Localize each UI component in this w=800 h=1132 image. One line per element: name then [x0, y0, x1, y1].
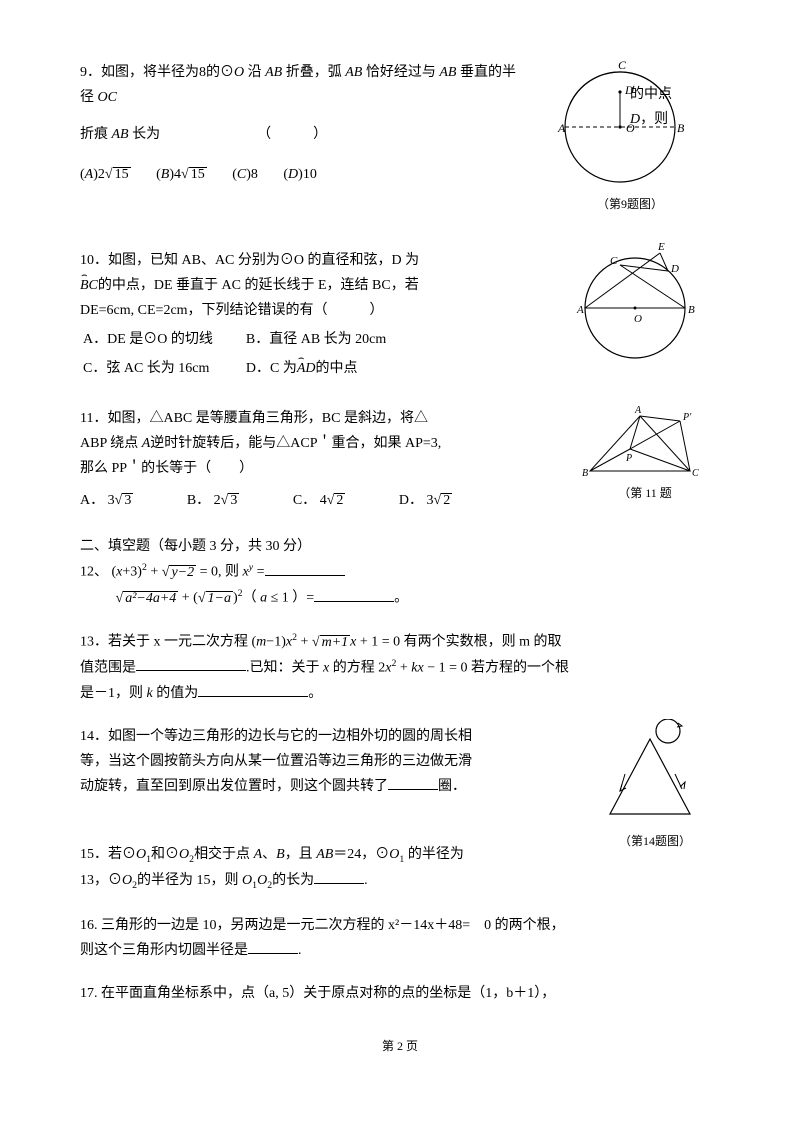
q13-num: 13	[80, 635, 94, 650]
question-13: 13．若关于 x 一元二次方程 (m−1)x2 + m+1x + 1 = 0 有…	[80, 629, 720, 706]
exam-page: A B C D O （第9题图） 9．如图，将半径为8的⊙O 沿 AB 折叠，弧…	[80, 60, 720, 1080]
svg-text:A: A	[634, 405, 642, 416]
question-17: 17. 在平面直角坐标系中，点（a, 5）关于原点对称的点的坐标是（1，b＋1）…	[80, 981, 720, 1006]
q9-text: ．如图，将半径为8的⊙	[87, 65, 234, 80]
svg-text:E: E	[657, 241, 665, 253]
question-15: 15．若⊙O1和⊙O2相交于点 A、B，且 AB＝24，⊙O1 的半径为 13，…	[80, 842, 720, 895]
page-number: 第 2 页	[80, 1036, 720, 1058]
svg-text:A: A	[557, 121, 566, 135]
svg-text:A: A	[576, 304, 584, 316]
q17-num: 17	[80, 986, 94, 1001]
q14-num: 14	[80, 729, 94, 744]
figure-11-caption: （第 11 题	[570, 483, 720, 505]
q11-option-c: C． 42	[293, 488, 346, 513]
question-12: 12、 (x+3)2 + y−2 = 0, 则 xy = a²−4a+4 + (…	[80, 559, 720, 611]
q11-option-b: B． 23	[187, 488, 240, 513]
q12-num: 12	[80, 565, 94, 580]
q9-O: O	[234, 65, 244, 80]
q9-option-a: (A)215	[80, 162, 131, 187]
svg-text:P': P'	[682, 412, 692, 423]
q10-options: A．DE 是⊙O 的切线 B．直径 AB 长为 20cm C．弦 AC 长为 1…	[80, 324, 418, 384]
q16-num: 16	[80, 918, 94, 933]
question-10: A B C D E O 10．如图，已知 AB、AC 分别为⊙O 的直径和弦，D…	[80, 248, 720, 388]
svg-text:O: O	[634, 313, 642, 325]
svg-text:B: B	[582, 468, 588, 479]
figure-10: A B C D E O	[560, 238, 720, 368]
q10-option-d: D．C 为⌢AD的中点	[245, 355, 416, 382]
figure-9-caption: （第9题图）	[540, 194, 720, 216]
question-16: 16. 三角形的一边是 10，另两边是一元二次方程的 x²－14x＋48= 0 …	[80, 913, 720, 963]
q11-option-a: A． 33	[80, 488, 133, 513]
q9-option-c: (C)8	[232, 162, 258, 187]
q10-option-c: C．弦 AC 长为 16cm	[82, 355, 243, 382]
svg-text:B: B	[688, 304, 695, 316]
svg-text:C: C	[618, 58, 627, 72]
q10-num: 10	[80, 253, 94, 268]
q10-option-b: B．直径 AB 长为 20cm	[245, 326, 416, 353]
question-9: A B C D O （第9题图） 9．如图，将半径为8的⊙O 沿 AB 折叠，弧…	[80, 60, 720, 230]
q10-option-a: A．DE 是⊙O 的切线	[82, 326, 243, 353]
q9-option-b: (B)415	[156, 162, 207, 187]
svg-text:P: P	[625, 453, 632, 464]
q14-blank[interactable]	[388, 775, 438, 790]
question-11: A B C P P' （第 11 题 11．如图，△ABC 是等腰直角三角形，B…	[80, 406, 720, 516]
figure-11: A B C P P' （第 11 题	[570, 401, 720, 505]
svg-text:C: C	[692, 468, 699, 479]
q11-num: 11	[80, 411, 93, 426]
q9-paren: （ ）	[257, 127, 327, 142]
q11-option-d: D． 32	[399, 488, 452, 513]
section-2-title: 二、填空题（每小题 3 分，共 30 分）	[80, 534, 720, 559]
q9-option-d: (D)10	[283, 162, 316, 187]
question-14: （第14题图） 14．如图一个等边三角形的边长与它的一边相外切的圆的周长相 等，…	[80, 724, 720, 824]
q12-blank-1[interactable]	[265, 561, 345, 576]
figure-14: （第14题图）	[590, 719, 720, 853]
q9-num: 9	[80, 65, 87, 80]
q12-blank-2[interactable]	[314, 587, 394, 602]
q16-blank[interactable]	[248, 939, 298, 954]
q15-num: 15	[80, 847, 94, 862]
svg-text:C: C	[610, 255, 618, 267]
q13-blank-1[interactable]	[136, 656, 246, 671]
svg-text:D: D	[670, 263, 679, 275]
q13-blank-2[interactable]	[198, 682, 308, 697]
figure-9: A B C D O （第9题图）	[540, 52, 720, 216]
q15-blank[interactable]	[314, 869, 364, 884]
